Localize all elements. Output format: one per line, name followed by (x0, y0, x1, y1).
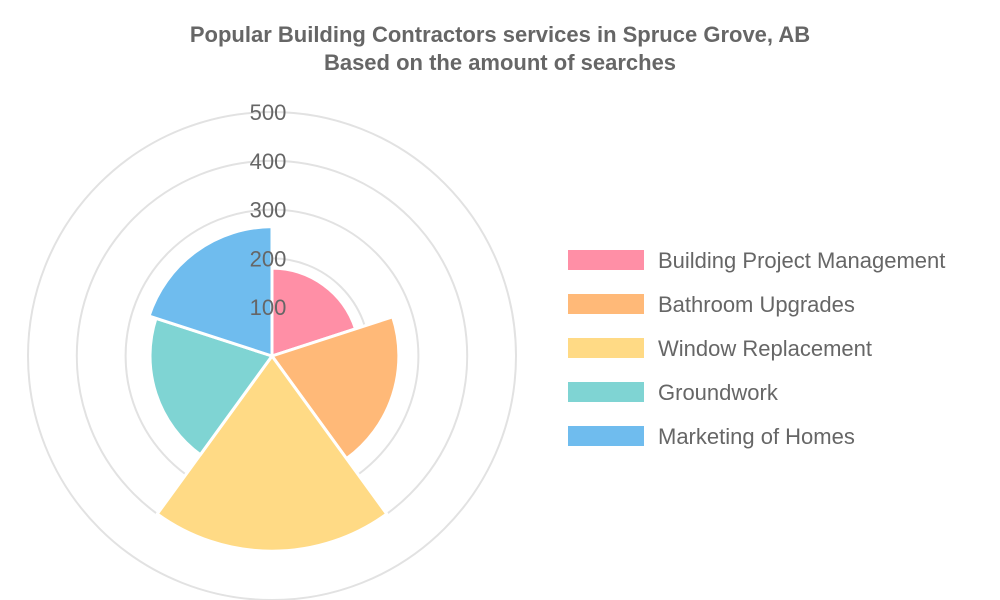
slice-5[interactable] (147, 225, 274, 358)
slice-1[interactable] (270, 266, 358, 358)
slices (147, 225, 401, 553)
legend-label-1[interactable]: Building Project Management (658, 248, 945, 273)
legend-label-2[interactable]: Bathroom Upgrades (658, 292, 855, 317)
tick-label-3: 300 (250, 198, 287, 223)
tick-label-2: 200 (250, 246, 287, 271)
legend-label-3[interactable]: Window Replacement (658, 336, 872, 361)
slice-3[interactable] (155, 354, 389, 553)
legend: Building Project Management Bathroom Upgr… (568, 248, 945, 449)
slice-4[interactable] (148, 316, 274, 457)
tick-label-1: 100 (250, 295, 287, 320)
tick-label-5: 500 (250, 100, 287, 125)
radial-tick-labels: 100 200 300 400 500 (250, 100, 287, 320)
legend-label-4[interactable]: Groundwork (658, 380, 779, 405)
legend-swatch-4 (568, 382, 644, 402)
legend-swatch-2 (568, 294, 644, 314)
legend-swatch-5 (568, 426, 644, 446)
tick-label-4: 400 (250, 149, 287, 174)
legend-swatch-3 (568, 338, 644, 358)
slice-2[interactable] (270, 315, 401, 461)
chart-title-line-1: Popular Building Contractors services in… (190, 22, 810, 47)
legend-swatch-1 (568, 250, 644, 270)
legend-label-5[interactable]: Marketing of Homes (658, 424, 855, 449)
grid-circle-5 (27, 111, 517, 600)
chart-title-line-2: Based on the amount of searches (324, 50, 676, 75)
